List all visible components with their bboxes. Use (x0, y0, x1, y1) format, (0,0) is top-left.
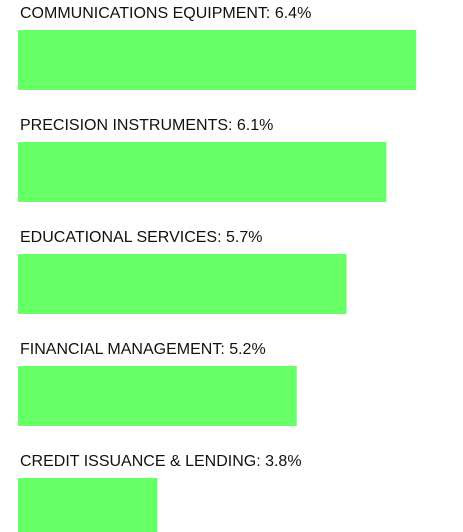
bar (18, 254, 347, 314)
bar-label: PRECISION INSTRUMENTS: 6.1% (20, 117, 273, 134)
bar (18, 142, 387, 202)
bar (18, 30, 417, 90)
bar-label: COMMUNICATIONS EQUIPMENT: 6.4% (20, 5, 311, 22)
bar-label: CREDIT ISSUANCE & LENDING: 3.8% (20, 453, 302, 470)
bar (18, 366, 297, 426)
bar (18, 478, 158, 532)
bar-label: FINANCIAL MANAGEMENT: 5.2% (20, 341, 266, 358)
bar-label: EDUCATIONAL SERVICES: 5.7% (20, 229, 262, 246)
